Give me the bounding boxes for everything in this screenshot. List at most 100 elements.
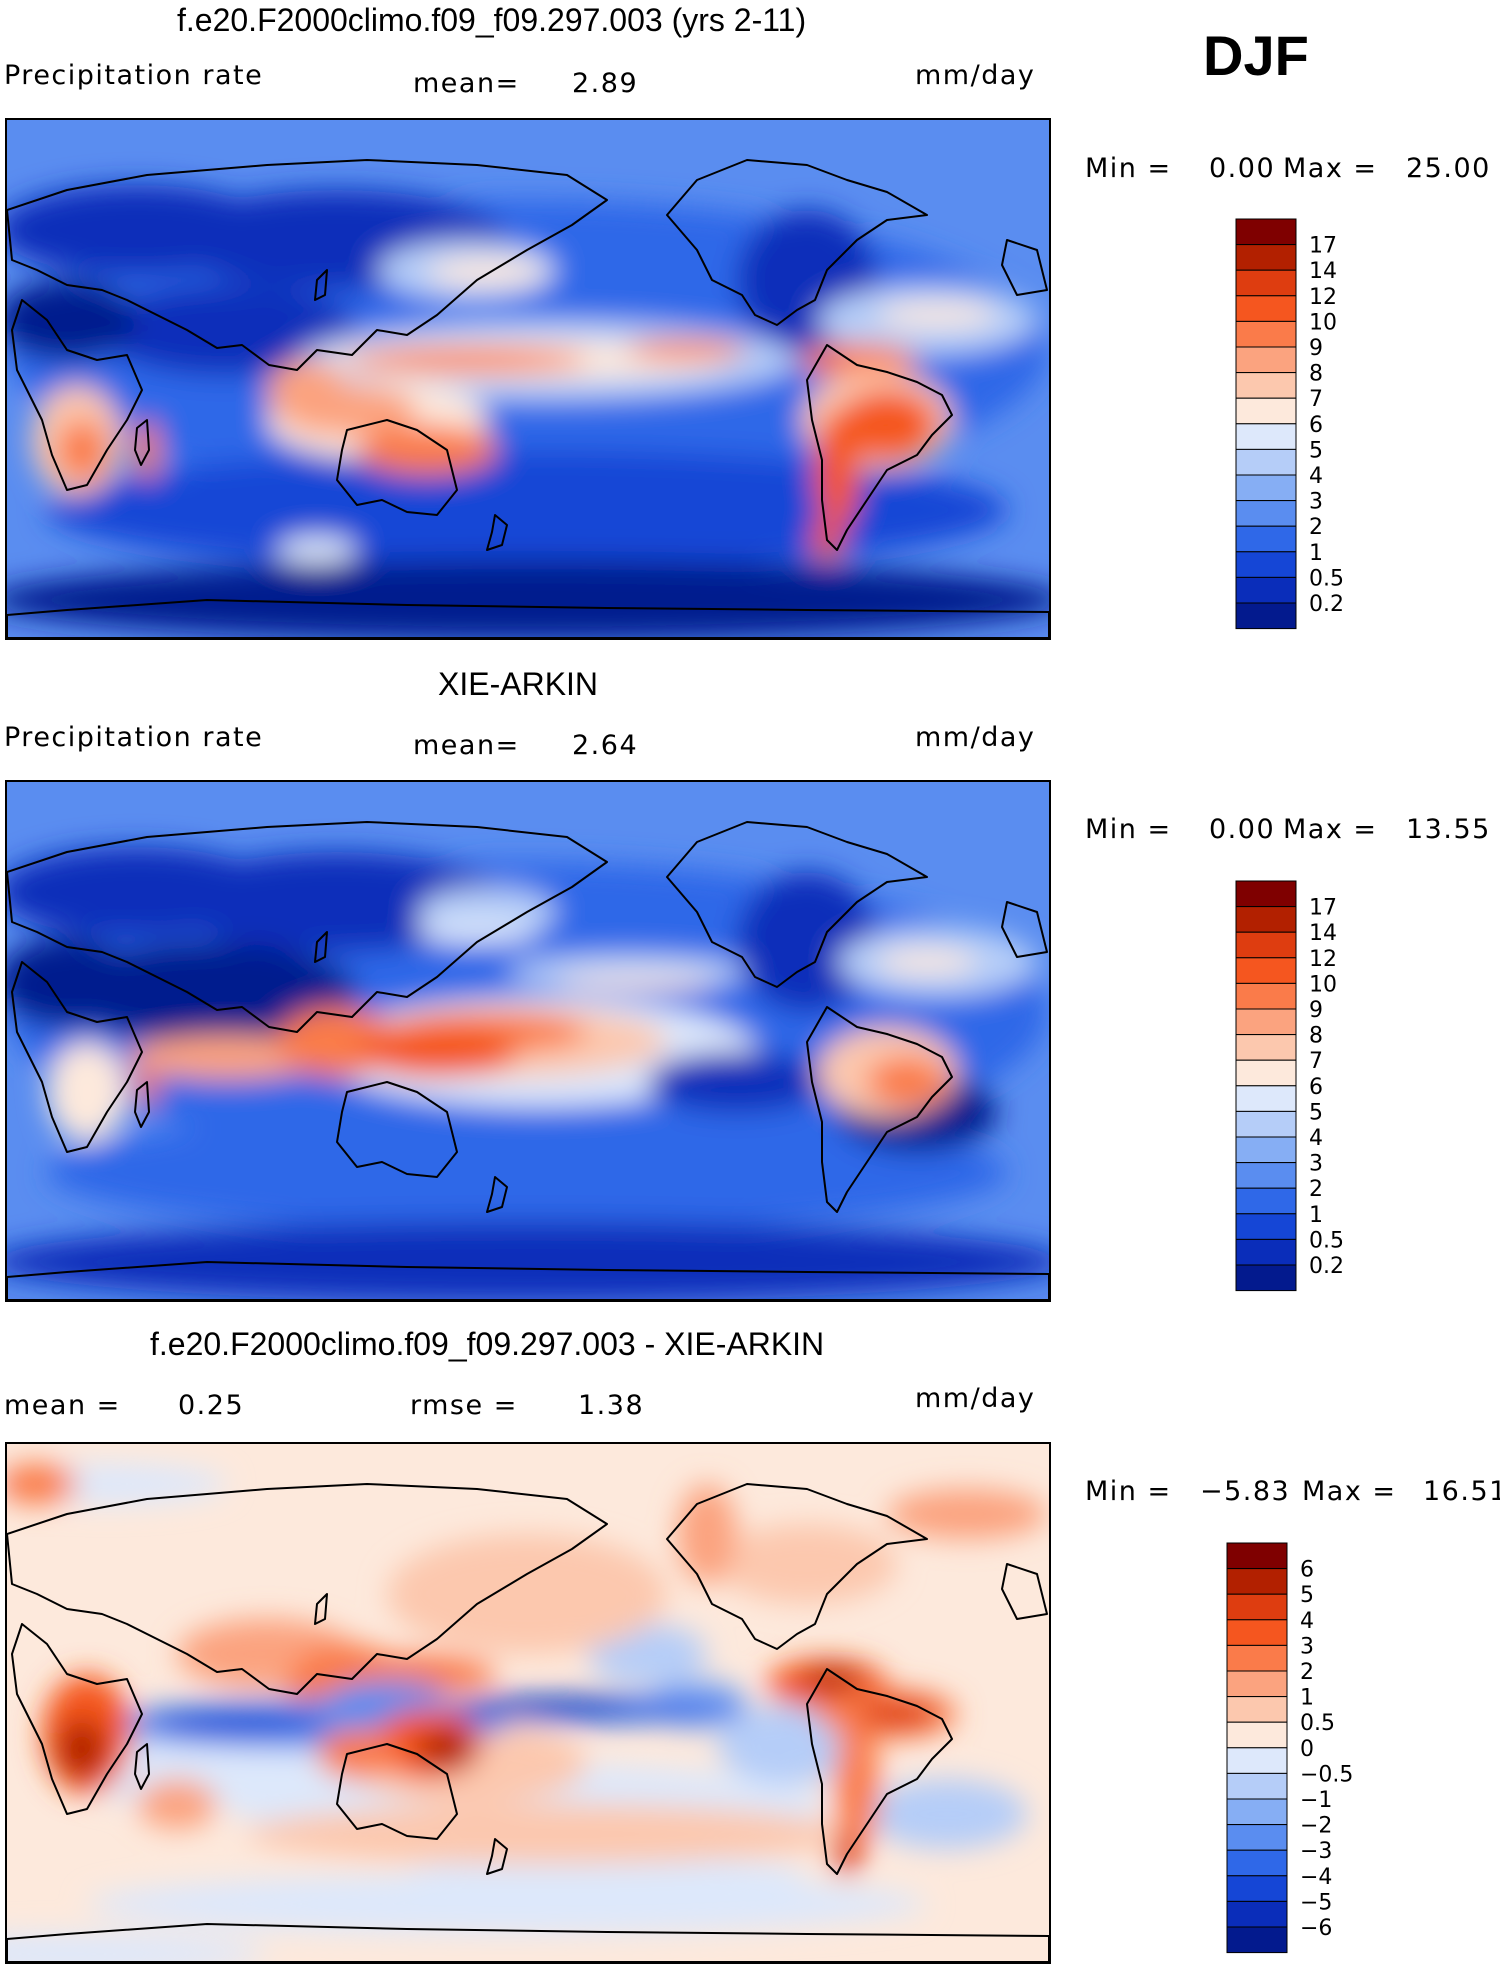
colorbar-swatch bbox=[1235, 576, 1297, 604]
precip-contour bbox=[57, 1719, 107, 1779]
colorbar: 17 14 12 10 9 8 7 6 5 4 3 2 1 0.5 0.2 bbox=[1235, 880, 1344, 1293]
coastline bbox=[11, 961, 143, 1153]
precip-contour bbox=[7, 1934, 267, 1962]
mean-value: 2.89 bbox=[572, 68, 639, 99]
panel-title: XIE-ARKIN bbox=[438, 666, 599, 702]
panel-title: f.e20.F2000climo.f09_f09.297.003 (yrs 2-… bbox=[177, 2, 807, 38]
precip-contour bbox=[557, 974, 717, 990]
colorbar-swatch bbox=[1235, 1059, 1297, 1087]
precip-contour bbox=[357, 1027, 517, 1077]
colorbar-tick-label: 7 bbox=[1309, 387, 1323, 412]
precip-contour bbox=[7, 560, 1049, 638]
coastline bbox=[7, 821, 608, 1033]
coastline bbox=[1001, 901, 1048, 958]
precip-contour bbox=[737, 872, 877, 1012]
max-value: 16.51 bbox=[1423, 1476, 1500, 1507]
colorbar-tick-label: 12 bbox=[1309, 947, 1337, 972]
precip-field bbox=[7, 1464, 1047, 1962]
precip-contour bbox=[887, 1489, 1047, 1539]
precip-contour bbox=[867, 1779, 1027, 1849]
colorbar-tick-label: −5 bbox=[1300, 1890, 1332, 1915]
colorbar-swatch bbox=[1226, 1644, 1288, 1672]
colorbar-swatch bbox=[1226, 1696, 1288, 1723]
colorbar-tick-label: 10 bbox=[1309, 310, 1337, 335]
precip-contour bbox=[167, 852, 507, 952]
coastline bbox=[314, 931, 328, 963]
season-label: DJF bbox=[1203, 24, 1309, 87]
colorbar-tick-label: 2 bbox=[1309, 515, 1323, 540]
coastline bbox=[666, 1483, 928, 1650]
variable-label: Precipitation rate bbox=[4, 60, 264, 91]
coastline bbox=[7, 1923, 1049, 1962]
precip-field bbox=[7, 185, 1049, 638]
colorbar: 17 14 12 10 9 8 7 6 5 4 3 2 1 0.5 0.2 bbox=[1235, 218, 1344, 631]
precip-contour bbox=[97, 285, 357, 375]
max-label: Max = bbox=[1283, 814, 1378, 845]
colorbar-tick-label: 14 bbox=[1309, 921, 1337, 946]
coastline bbox=[806, 1006, 953, 1213]
colorbar-tick-label: 9 bbox=[1309, 336, 1323, 361]
colorbar-tick-label: 0.2 bbox=[1309, 592, 1344, 617]
precip-contour bbox=[837, 390, 937, 460]
precip-contour bbox=[815, 410, 859, 530]
colorbar-tick-label: 0.5 bbox=[1309, 1228, 1344, 1253]
precip-contour bbox=[867, 1057, 947, 1107]
colorbar-tick-label: 6 bbox=[1300, 1558, 1314, 1583]
colorbar-swatch bbox=[1235, 1110, 1297, 1138]
coastline bbox=[314, 269, 328, 301]
max-value: 13.55 bbox=[1406, 814, 1491, 845]
colorbar-swatch bbox=[1235, 1238, 1297, 1266]
precip-contour bbox=[417, 920, 537, 944]
colorbar-swatch bbox=[1226, 1670, 1288, 1698]
coastline bbox=[336, 1081, 458, 1178]
precip-contour bbox=[797, 344, 917, 376]
coastline bbox=[7, 159, 608, 371]
colorbar-swatch bbox=[1235, 1034, 1297, 1061]
colorbar-swatch bbox=[1235, 372, 1297, 399]
precip-contour bbox=[627, 340, 747, 360]
colorbar-tick-label: 0 bbox=[1300, 1737, 1314, 1762]
colorbar-swatch bbox=[1235, 1162, 1297, 1189]
colorbar-swatch bbox=[1226, 1875, 1288, 1902]
precip-contour bbox=[347, 348, 587, 372]
colorbar-swatch bbox=[1235, 269, 1297, 297]
max-label: Max = bbox=[1283, 153, 1378, 184]
variable-label: Precipitation rate bbox=[4, 722, 264, 753]
colorbar-tick-label: 17 bbox=[1309, 896, 1337, 921]
colorbar-tick-label: 2 bbox=[1300, 1660, 1314, 1685]
colorbar-swatch bbox=[1226, 1747, 1288, 1774]
precip-contour bbox=[127, 1035, 327, 1079]
precip-contour bbox=[267, 360, 347, 420]
min-label: Min = bbox=[1085, 814, 1172, 845]
colorbar-swatch bbox=[1235, 957, 1297, 984]
colorbar-swatch bbox=[1235, 1187, 1297, 1215]
colorbar-tick-label: 6 bbox=[1309, 413, 1323, 438]
colorbar-tick-label: 3 bbox=[1309, 490, 1323, 515]
precip-contour bbox=[147, 1712, 327, 1736]
coastline bbox=[806, 1668, 953, 1875]
colorbar-swatch bbox=[1235, 397, 1297, 425]
precip-difference-map bbox=[5, 1442, 1051, 1964]
colorbar-tick-label: 1 bbox=[1309, 1203, 1323, 1228]
min-value: −5.83 bbox=[1200, 1476, 1291, 1507]
precip-contour bbox=[427, 258, 547, 286]
coastline bbox=[486, 514, 508, 551]
coastline bbox=[486, 1176, 508, 1213]
mean-value: 2.64 bbox=[572, 730, 639, 761]
units-label: mm/day bbox=[915, 60, 1036, 91]
precip-contour bbox=[137, 1779, 217, 1829]
colorbar-swatch bbox=[1235, 1136, 1297, 1164]
colorbar-tick-label: 3 bbox=[1309, 1152, 1323, 1177]
colorbar-tick-label: 17 bbox=[1309, 234, 1337, 259]
colorbar-swatch bbox=[1235, 244, 1297, 271]
colorbar-tick-label: 4 bbox=[1309, 464, 1323, 489]
colorbar-swatch bbox=[1235, 218, 1297, 246]
colorbar-tick-label: −4 bbox=[1300, 1865, 1332, 1890]
colorbar-tick-label: 7 bbox=[1309, 1049, 1323, 1074]
min-value: 0.00 bbox=[1209, 153, 1276, 184]
precip-contour bbox=[357, 425, 497, 475]
units-label: mm/day bbox=[915, 1383, 1036, 1414]
precip-contour bbox=[877, 303, 997, 327]
precip-field bbox=[7, 847, 1049, 1300]
colorbar-tick-label: 5 bbox=[1309, 1100, 1323, 1125]
